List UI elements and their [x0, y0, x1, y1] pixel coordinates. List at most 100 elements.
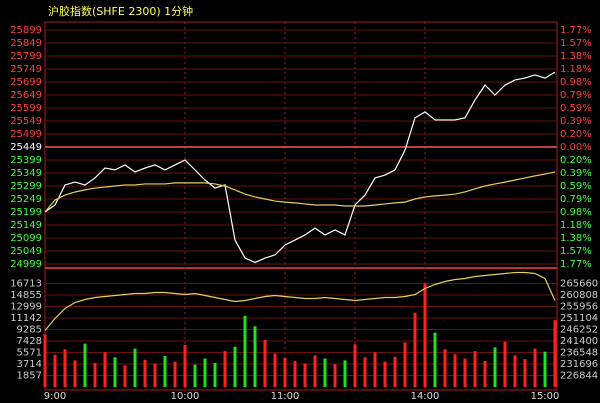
frame [44, 21, 558, 391]
volume-bar [453, 354, 457, 387]
volume-bar [393, 356, 397, 387]
y-tick-label: 14855 [10, 290, 42, 301]
volume-bar [303, 363, 307, 387]
y-tick-label: 11142 [10, 313, 42, 324]
volume-bar [263, 339, 267, 387]
y2-tick-label: 0.39% [560, 168, 592, 179]
y-tick-label: 1857 [17, 371, 42, 382]
volume-bar [313, 355, 317, 387]
volume-bar [533, 348, 537, 387]
y2-tick-label: 1.18% [560, 64, 592, 75]
x-tick-label: 11:00 [271, 391, 300, 402]
y2-tick-label: 226844 [560, 371, 598, 382]
chart-title: 沪胶指数(SHFE 2300) 1分钟 [48, 4, 193, 18]
volume-bar [343, 360, 347, 387]
y-tick-label: 12999 [10, 302, 42, 313]
y2-tick-label: 246252 [560, 325, 598, 336]
volume-bar [43, 334, 47, 387]
y-tick-label: 25149 [10, 220, 42, 231]
y-tick-label: 25899 [10, 25, 42, 36]
x-tick-label: 10:00 [171, 391, 200, 402]
y2-tick-label: 1.77% [560, 25, 592, 36]
y2-tick-label: 1.77% [560, 259, 592, 270]
y-tick-label: 25449 [10, 142, 42, 153]
volume-bar [53, 354, 57, 387]
y-tick-label: 25399 [10, 155, 42, 166]
y2-tick-label: 231696 [560, 359, 598, 370]
volume-bar [63, 349, 67, 387]
y-tick-label: 3714 [17, 359, 42, 370]
volume-bar [213, 362, 217, 387]
y2-tick-label: 236548 [560, 348, 598, 359]
y2-tick-label: 0.20% [560, 155, 592, 166]
volume-bar [113, 357, 117, 387]
volume-bar [403, 342, 407, 387]
volume-bar [543, 351, 547, 387]
y-tick-label: 25849 [10, 38, 42, 49]
volume-bar [163, 356, 167, 387]
y-tick-label: 25699 [10, 77, 42, 88]
volume-bar [173, 361, 177, 387]
volume-bar [523, 359, 527, 387]
volume-bar [133, 348, 137, 387]
open-interest-line [44, 271, 556, 331]
volume-bar [373, 352, 377, 387]
y2-tick-label: 1.57% [560, 38, 592, 49]
x-tick-label: 15:00 [531, 391, 560, 402]
y2-tick-label: 0.98% [560, 207, 592, 218]
y-tick-label: 24999 [10, 259, 42, 270]
volume-bar [93, 362, 97, 387]
y2-tick-label: 255956 [560, 302, 598, 313]
y-tick-label: 25199 [10, 207, 42, 218]
y2-tick-label: 1.38% [560, 51, 592, 62]
x-tick-label: 14:00 [411, 391, 440, 402]
y2-tick-label: 0.39% [560, 116, 592, 127]
volume-bar [183, 344, 187, 387]
volume-bar [353, 344, 357, 387]
y2-tick-label: 0.79% [560, 90, 592, 101]
volume-bar [473, 351, 477, 387]
y-tick-label: 25049 [10, 246, 42, 257]
y2-tick-label: 0.59% [560, 181, 592, 192]
y-tick-label: 25249 [10, 194, 42, 205]
y2-tick-label: 0.00% [560, 142, 592, 153]
volume-bar [153, 363, 157, 387]
y-tick-label: 25499 [10, 129, 42, 140]
y-tick-label: 7428 [17, 336, 42, 347]
y-tick-label: 9285 [17, 325, 42, 336]
y-tick-label: 25299 [10, 181, 42, 192]
y-tick-label: 25349 [10, 168, 42, 179]
price-line [44, 171, 556, 213]
volume-bar [103, 352, 107, 387]
y-tick-label: 25749 [10, 64, 42, 75]
volume-bar [423, 283, 427, 387]
volume-bar [413, 312, 417, 387]
volume-bar [283, 357, 287, 387]
volume-bar [443, 349, 447, 387]
y2-tick-label: 1.38% [560, 233, 592, 244]
y2-tick-label: 0.98% [560, 77, 592, 88]
volume-bar [123, 365, 127, 387]
volume-bar [333, 364, 337, 387]
y2-tick-label: 251104 [560, 313, 598, 324]
volume-bar [253, 326, 257, 387]
volume-bar [323, 358, 327, 387]
volume-bar [203, 358, 207, 387]
volume-bar [483, 360, 487, 387]
y2-tick-label: 1.18% [560, 220, 592, 231]
volume-bar [383, 361, 387, 387]
volume-bar [143, 359, 147, 387]
x-tick-label: 9:00 [44, 391, 66, 402]
volume-bar [433, 332, 437, 387]
volume-bar [83, 343, 87, 387]
y-tick-label: 5571 [17, 348, 42, 359]
volume-bar [463, 358, 467, 387]
volume-bar [553, 320, 557, 387]
volume-bar [273, 353, 277, 387]
volume-bar [73, 360, 77, 387]
y-tick-label: 25099 [10, 233, 42, 244]
volume-bar [363, 357, 367, 387]
volume-bar [293, 360, 297, 387]
volume-bar [513, 355, 517, 387]
